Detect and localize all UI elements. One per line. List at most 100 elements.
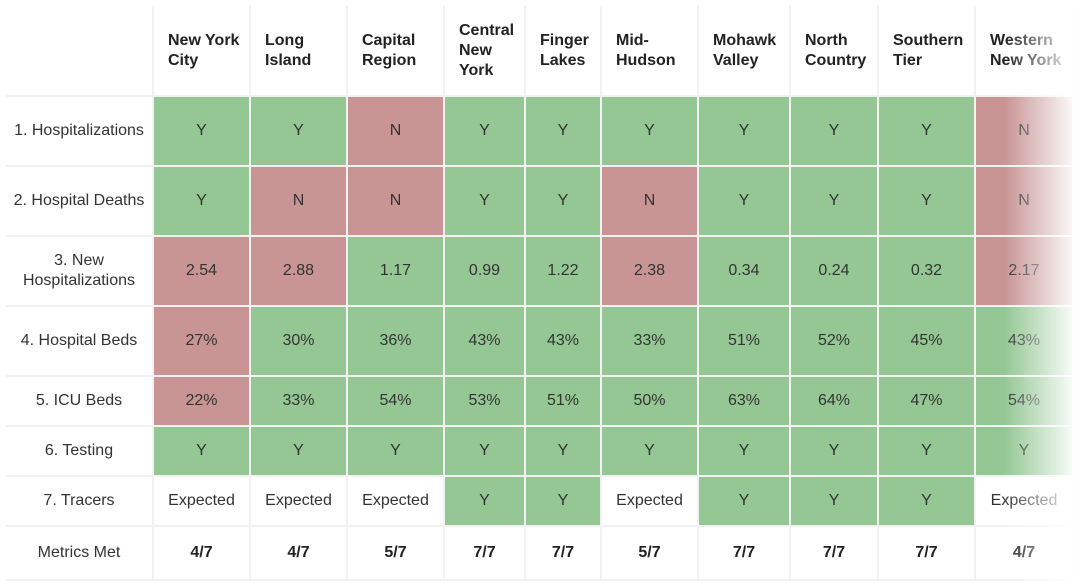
table-cell-text: Y <box>390 442 401 459</box>
column-header-text: Long Island <box>265 31 312 69</box>
table-cell: 7/7 <box>699 527 791 581</box>
table-cell: 7/7 <box>445 527 526 581</box>
table-cell-text: 5/7 <box>638 544 661 561</box>
table-cell: 2.54 <box>154 237 251 307</box>
column-header-text: Mid-Hudson <box>616 31 676 69</box>
table-cell-text: Y <box>921 442 932 459</box>
table-cell-text: N <box>389 122 402 139</box>
table-cell: 0.32 <box>879 237 976 307</box>
table-cell: 50% <box>602 377 699 427</box>
table-cell-text: Y <box>738 122 750 139</box>
table-cell-text: 33% <box>633 332 666 349</box>
table-cell-text: Y <box>828 192 840 209</box>
column-header-text: Central New York <box>459 21 515 79</box>
row-label-text: 2. Hospital Deaths <box>13 192 145 209</box>
table-cell: Y <box>251 97 348 167</box>
table-cell-text: N <box>1018 192 1030 209</box>
table-cell: Expected <box>348 477 445 527</box>
table-cell: N <box>976 167 1074 237</box>
table-cell-text: 64% <box>817 392 851 409</box>
table-cell-text: 54% <box>1007 392 1041 409</box>
column-header: North Country <box>791 6 879 97</box>
row-label: Metrics Met <box>6 527 154 581</box>
table-cell-text: 5/7 <box>384 544 407 561</box>
table-cell: Expected <box>976 477 1074 527</box>
column-header: Long Island <box>251 6 348 97</box>
table-cell: 51% <box>526 377 602 427</box>
table-cell: Expected <box>251 477 348 527</box>
column-header: Southern Tier <box>879 6 976 97</box>
table-cell: Y <box>348 427 445 477</box>
table-cell-text: Y <box>479 192 490 209</box>
table-cell-text: Y <box>644 442 655 459</box>
table-cell-text: 4/7 <box>287 544 310 561</box>
table-cell: 1.22 <box>526 237 602 307</box>
table-cell: 36% <box>348 307 445 377</box>
table-cell: Y <box>699 97 791 167</box>
column-header: Western New York <box>976 6 1074 97</box>
column-header-text: New York City <box>168 31 240 69</box>
table-cell: Y <box>791 427 879 477</box>
table-cell-text: N <box>292 192 305 209</box>
table-cell-text: Y <box>557 122 569 139</box>
column-header: Finger Lakes <box>526 6 602 97</box>
table-cell: 7/7 <box>526 527 602 581</box>
table-cell: 0.34 <box>699 237 791 307</box>
row-label: 3. New Hospitalizations <box>6 237 154 307</box>
row-label: 5. ICU Beds <box>6 377 154 427</box>
table-cell: 4/7 <box>251 527 348 581</box>
table-cell-text: 0.24 <box>818 262 850 279</box>
table-cell-text: 1.22 <box>547 262 579 279</box>
table-cell-text: N <box>1018 122 1030 139</box>
corner-cell <box>6 6 154 97</box>
table-cell-text: 53% <box>468 392 501 409</box>
table-cell: N <box>976 97 1074 167</box>
table-cell-text: 1.17 <box>379 262 412 279</box>
table-cell-text: 7/7 <box>551 544 575 561</box>
row-label-text: Metrics Met <box>37 544 121 561</box>
table-cell-text: Expected <box>616 492 683 509</box>
metrics-table: New York City Long Island Capital Region Ce… <box>6 6 1074 581</box>
row-label-text: 4. Hospital Beds <box>20 332 138 349</box>
table-cell: 4/7 <box>154 527 251 581</box>
table-cell-text: 7/7 <box>915 544 938 561</box>
table-cell: Y <box>445 167 526 237</box>
table-cell-text: 2.88 <box>282 262 315 279</box>
row-label-text: 7. Tracers <box>43 492 115 509</box>
table-cell: N <box>348 167 445 237</box>
table-cell: 63% <box>699 377 791 427</box>
table-cell-text: Y <box>921 492 932 509</box>
column-header-text: Southern Tier <box>893 31 964 69</box>
table-cell: 53% <box>445 377 526 427</box>
table-cell: Y <box>791 167 879 237</box>
table-cell: 33% <box>251 377 348 427</box>
table-cell-text: Y <box>196 122 207 139</box>
row-label: 1. Hospitalizations <box>6 97 154 167</box>
table-cell: 0.99 <box>445 237 526 307</box>
table-cell-text: Y <box>293 442 304 459</box>
column-header: New York City <box>154 6 251 97</box>
table-cell-text: Y <box>479 492 490 509</box>
table-cell: Y <box>154 97 251 167</box>
column-header: Central New York <box>445 6 526 97</box>
table-cell: Y <box>154 427 251 477</box>
table-cell: 45% <box>879 307 976 377</box>
column-header: Mohawk Valley <box>699 6 791 97</box>
table-cell: 47% <box>879 377 976 427</box>
table-cell-text: 30% <box>282 332 315 349</box>
table-cell: Expected <box>602 477 699 527</box>
table-cell: Y <box>526 477 602 527</box>
table-cell-text: 0.32 <box>910 262 943 279</box>
table-cell: 33% <box>602 307 699 377</box>
table-cell-text: 51% <box>727 332 761 349</box>
row-label-text: 5. ICU Beds <box>35 392 123 409</box>
table-cell: Y <box>879 97 976 167</box>
table-cell: 4/7 <box>976 527 1074 581</box>
table-cell: 2.38 <box>602 237 699 307</box>
table-cell-text: Y <box>828 122 840 139</box>
table-cell-text: Y <box>644 122 655 139</box>
table-cell: N <box>348 97 445 167</box>
table-cell-text: Y <box>557 492 569 509</box>
row-label: 6. Testing <box>6 427 154 477</box>
table-cell: Y <box>699 477 791 527</box>
